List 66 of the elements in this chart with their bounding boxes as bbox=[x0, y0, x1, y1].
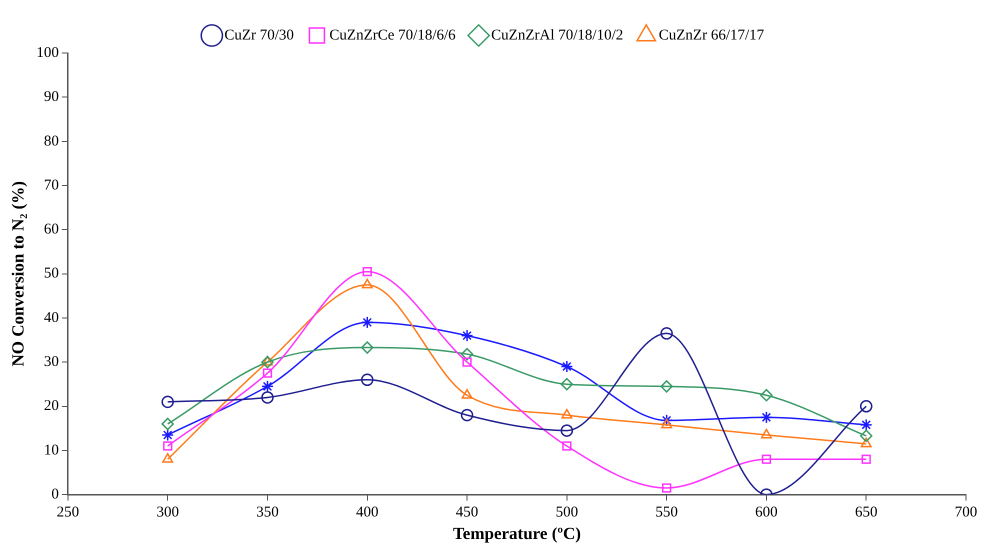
point bbox=[860, 418, 872, 432]
point bbox=[161, 396, 174, 408]
x-tick-label: 650 bbox=[854, 504, 878, 521]
legend-label: CuZnZrCe 70/18/6/6 bbox=[329, 27, 456, 44]
point bbox=[161, 418, 174, 430]
point bbox=[560, 360, 574, 373]
point bbox=[762, 454, 772, 464]
x-tick-label: 550 bbox=[655, 504, 678, 521]
y-tick-label: 60 bbox=[44, 222, 59, 238]
y-tick-label: 90 bbox=[44, 89, 59, 106]
x-tick-label: 450 bbox=[456, 504, 478, 521]
y-tick-label: 100 bbox=[36, 44, 59, 61]
point bbox=[661, 418, 672, 428]
x-tick-label: 400 bbox=[356, 504, 379, 521]
y-tick-label: 10 bbox=[44, 442, 59, 458]
y-axis-title: NO Conversion to N₂ (%) bbox=[8, 181, 28, 367]
point bbox=[660, 380, 673, 393]
point bbox=[261, 380, 274, 393]
y-tick-label: 40 bbox=[44, 310, 59, 326]
point bbox=[162, 453, 174, 463]
point bbox=[560, 424, 574, 437]
legend-label: CuZnZrAl 70/18/10/2 bbox=[491, 27, 624, 44]
point bbox=[862, 454, 871, 464]
y-tick-label: 20 bbox=[44, 398, 59, 414]
x-tick-label: 250 bbox=[56, 504, 80, 521]
x-tick-label: 500 bbox=[556, 504, 578, 521]
point bbox=[462, 388, 473, 399]
point bbox=[261, 391, 274, 404]
point bbox=[163, 441, 172, 451]
point bbox=[362, 278, 373, 288]
point bbox=[760, 428, 772, 438]
point bbox=[460, 408, 474, 422]
x-tick-label: 300 bbox=[156, 504, 179, 521]
point bbox=[561, 408, 572, 419]
point bbox=[760, 411, 773, 424]
x-tick-label: 350 bbox=[256, 504, 279, 521]
y-tick-label: 70 bbox=[44, 177, 59, 194]
point bbox=[362, 266, 372, 276]
x-axis-title: Temperature (ºC) bbox=[453, 524, 581, 544]
point bbox=[660, 327, 673, 340]
y-tick-label: 50 bbox=[44, 266, 59, 282]
y-tick-label: 30 bbox=[44, 354, 59, 370]
point bbox=[460, 329, 474, 342]
point bbox=[161, 428, 174, 442]
point bbox=[261, 356, 274, 368]
point bbox=[361, 316, 374, 329]
point bbox=[660, 414, 673, 427]
point bbox=[562, 441, 572, 451]
point bbox=[361, 374, 374, 386]
point bbox=[860, 438, 872, 448]
point bbox=[760, 388, 773, 402]
x-tick-label: 600 bbox=[755, 504, 778, 521]
legend-label: CuZnZr 66/17/17 bbox=[658, 27, 765, 44]
point bbox=[262, 356, 273, 366]
point bbox=[560, 378, 574, 390]
legend-label: CuZr 70/30 bbox=[224, 27, 294, 44]
point bbox=[860, 400, 872, 413]
y-tick-label: 0 bbox=[51, 486, 59, 503]
point bbox=[262, 368, 272, 378]
point bbox=[462, 357, 472, 367]
point bbox=[361, 341, 374, 354]
point bbox=[662, 483, 672, 493]
y-tick-label: 80 bbox=[44, 133, 59, 150]
point bbox=[860, 430, 872, 442]
point bbox=[460, 348, 474, 360]
x-tick-label: 700 bbox=[954, 504, 978, 521]
